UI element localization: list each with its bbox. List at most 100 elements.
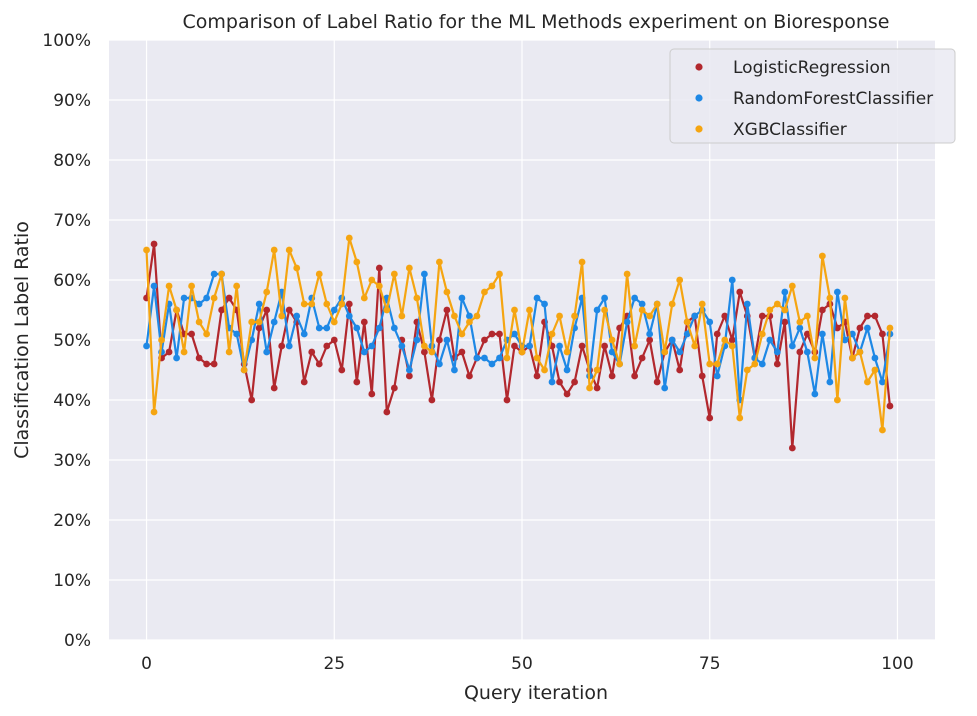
data-point bbox=[533, 354, 541, 362]
data-point bbox=[436, 258, 443, 266]
data-point bbox=[668, 336, 676, 344]
data-point bbox=[556, 342, 563, 350]
data-point bbox=[736, 414, 744, 422]
data-point bbox=[548, 330, 556, 338]
data-point bbox=[698, 372, 706, 380]
data-point bbox=[661, 384, 669, 392]
data-point bbox=[563, 390, 571, 398]
data-point bbox=[683, 330, 691, 338]
data-point bbox=[150, 408, 158, 416]
data-point bbox=[488, 360, 496, 368]
data-point bbox=[758, 330, 766, 338]
data-point bbox=[526, 306, 533, 314]
data-point bbox=[383, 306, 391, 314]
data-point bbox=[593, 366, 601, 374]
data-point bbox=[248, 318, 256, 326]
data-point bbox=[360, 318, 368, 326]
data-point bbox=[691, 342, 699, 350]
data-point bbox=[390, 270, 398, 278]
data-point bbox=[345, 312, 353, 320]
data-point bbox=[781, 318, 789, 326]
data-point bbox=[803, 348, 811, 356]
data-point bbox=[368, 390, 376, 398]
data-point bbox=[548, 378, 556, 386]
data-point bbox=[255, 324, 263, 332]
data-point bbox=[263, 348, 271, 356]
data-point bbox=[571, 312, 578, 320]
x-tick-label: 75 bbox=[699, 654, 721, 674]
data-point bbox=[270, 384, 278, 392]
data-point bbox=[653, 378, 661, 386]
data-point bbox=[803, 330, 811, 338]
data-point bbox=[270, 318, 278, 326]
x-axis-label: Query iteration bbox=[464, 682, 608, 704]
data-point bbox=[436, 360, 443, 368]
data-point bbox=[488, 330, 496, 338]
data-point bbox=[353, 324, 361, 332]
data-point bbox=[390, 324, 398, 332]
data-point bbox=[578, 342, 586, 350]
data-point bbox=[413, 294, 421, 302]
data-point bbox=[833, 288, 841, 296]
data-point bbox=[360, 294, 368, 302]
y-tick-label: 60% bbox=[53, 271, 91, 291]
legend-label: RandomForestClassifier bbox=[733, 89, 933, 109]
data-point bbox=[173, 306, 180, 314]
data-point bbox=[173, 354, 180, 362]
data-point bbox=[300, 300, 308, 308]
y-tick-label: 70% bbox=[53, 211, 91, 231]
data-point bbox=[871, 366, 879, 374]
data-point bbox=[315, 324, 323, 332]
data-point bbox=[405, 372, 413, 380]
data-point bbox=[308, 300, 316, 308]
data-point bbox=[323, 324, 331, 332]
data-point bbox=[713, 372, 721, 380]
data-point bbox=[225, 294, 233, 302]
data-point bbox=[368, 276, 376, 284]
data-point bbox=[315, 270, 323, 278]
data-point bbox=[601, 294, 608, 302]
data-point bbox=[165, 282, 173, 290]
data-point bbox=[833, 324, 841, 332]
data-point bbox=[165, 348, 173, 356]
data-point bbox=[443, 336, 451, 344]
data-point bbox=[496, 354, 503, 362]
data-point bbox=[466, 318, 473, 326]
data-point bbox=[608, 348, 616, 356]
data-point bbox=[420, 348, 428, 356]
data-point bbox=[443, 306, 451, 314]
data-point bbox=[788, 282, 796, 290]
data-point bbox=[466, 372, 473, 380]
data-point bbox=[871, 354, 879, 362]
data-point bbox=[601, 342, 608, 350]
data-point bbox=[413, 336, 421, 344]
data-point bbox=[375, 282, 383, 290]
data-point bbox=[706, 414, 714, 422]
data-point bbox=[240, 366, 248, 374]
x-axis-ticks: 0 25 50 75 100 bbox=[141, 654, 914, 674]
data-point bbox=[864, 378, 871, 386]
data-point bbox=[405, 366, 413, 374]
legend-label: XGBClassifier bbox=[733, 120, 847, 140]
data-point bbox=[481, 354, 488, 362]
data-point bbox=[608, 372, 616, 380]
data-point bbox=[668, 300, 676, 308]
y-tick-label: 90% bbox=[53, 91, 91, 111]
data-point bbox=[758, 360, 766, 368]
data-point bbox=[886, 402, 894, 410]
data-point bbox=[285, 342, 293, 350]
data-point bbox=[766, 336, 774, 344]
data-point bbox=[233, 282, 241, 290]
data-point bbox=[255, 318, 263, 326]
data-point bbox=[818, 306, 826, 314]
data-point bbox=[826, 378, 834, 386]
data-point bbox=[210, 360, 218, 368]
data-point bbox=[646, 330, 654, 338]
data-point bbox=[203, 294, 211, 302]
y-axis-ticks: 0% 10% 20% 30% 40% 50% 60% 70% 80% 90% 100% bbox=[42, 31, 91, 651]
data-point bbox=[608, 336, 616, 344]
data-point bbox=[150, 240, 158, 248]
data-point bbox=[293, 264, 301, 272]
data-point bbox=[811, 354, 819, 362]
data-point bbox=[533, 294, 541, 302]
